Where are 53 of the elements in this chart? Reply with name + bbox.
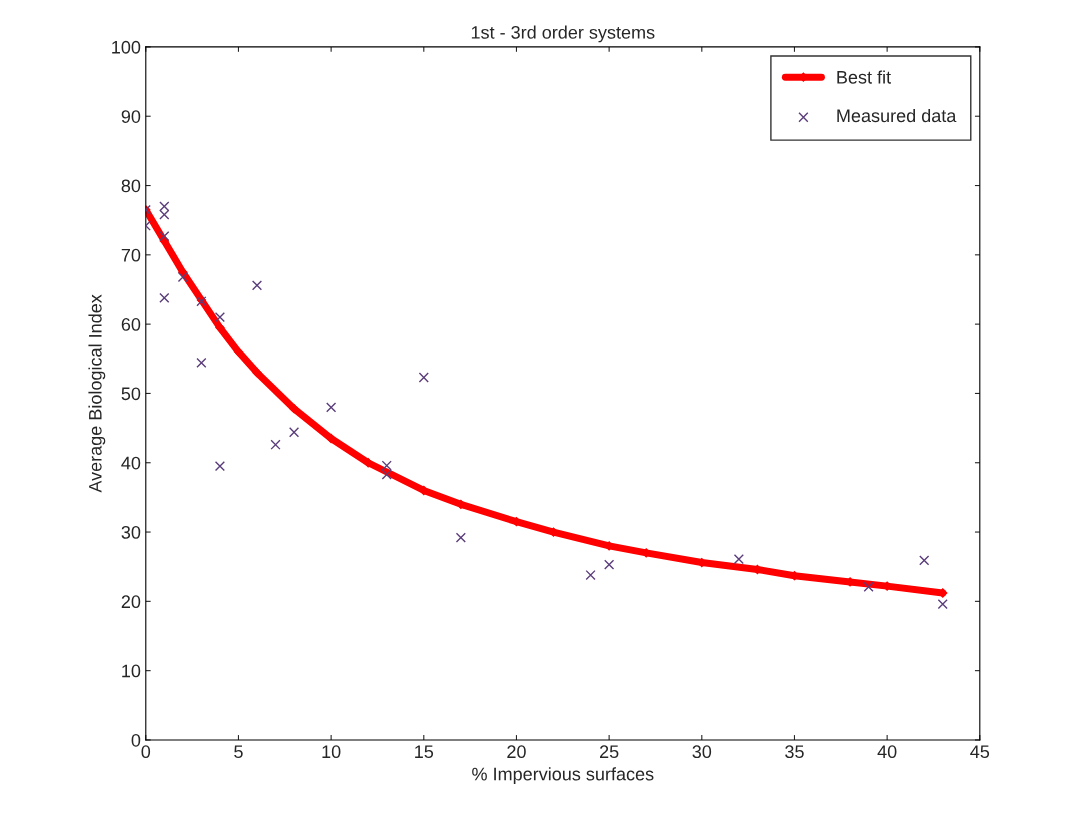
point: [326, 433, 336, 444]
y-tick-label: 80: [121, 179, 141, 193]
x-tick-label: 45: [970, 745, 990, 759]
point: [585, 569, 596, 581]
point: [270, 439, 281, 450]
y-tick-label: 30: [121, 525, 141, 539]
point: [177, 271, 188, 283]
point: [288, 427, 300, 438]
x-axis-title: % Impervious surfaces: [472, 767, 654, 785]
x-tick-label: 10: [322, 745, 341, 759]
point: [214, 312, 226, 323]
point: [326, 402, 337, 413]
y-tick-label: 60: [121, 318, 141, 331]
point: [919, 555, 930, 566]
point: [214, 461, 226, 472]
x-tick-label: 0: [141, 745, 151, 759]
point: [159, 292, 170, 303]
y-tick-label: 50: [121, 387, 141, 401]
x-tick-label: 25: [600, 745, 619, 759]
y-tick-label: 20: [121, 595, 141, 609]
point: [289, 404, 299, 414]
chart-title: 1st - 3rd order systems: [471, 25, 655, 43]
point: [381, 469, 392, 480]
x-tick-label: 40: [877, 745, 897, 759]
point: [363, 458, 373, 468]
point: [159, 231, 170, 242]
y-tick-label: 100: [112, 40, 141, 54]
y-tick-label: 90: [121, 110, 141, 123]
y-axis-title: Average Biological Index: [88, 294, 106, 493]
x-tick-label: 35: [785, 745, 804, 759]
point: [159, 201, 170, 212]
y-tick-label: 10: [122, 664, 141, 678]
y-tick-label: 70: [121, 248, 141, 262]
point: [381, 460, 392, 471]
point: [455, 532, 466, 543]
point: [233, 347, 244, 357]
x-tick-label: 30: [692, 745, 712, 759]
point: [733, 553, 744, 565]
point: [252, 368, 262, 378]
point: [251, 280, 263, 291]
legend-label: Best fit: [837, 70, 891, 84]
x-tick-label: 15: [415, 745, 434, 759]
point: [863, 581, 874, 592]
point: [418, 372, 429, 383]
x-tick-label: 20: [507, 745, 526, 759]
y-tick-label: 0: [131, 733, 141, 747]
point: [159, 209, 170, 220]
y-tick-label: 40: [121, 456, 141, 470]
point: [937, 599, 948, 610]
x-tick-label: 5: [234, 745, 243, 759]
point: [196, 357, 207, 369]
legend-label: Measured data: [837, 108, 957, 123]
point: [604, 559, 615, 570]
